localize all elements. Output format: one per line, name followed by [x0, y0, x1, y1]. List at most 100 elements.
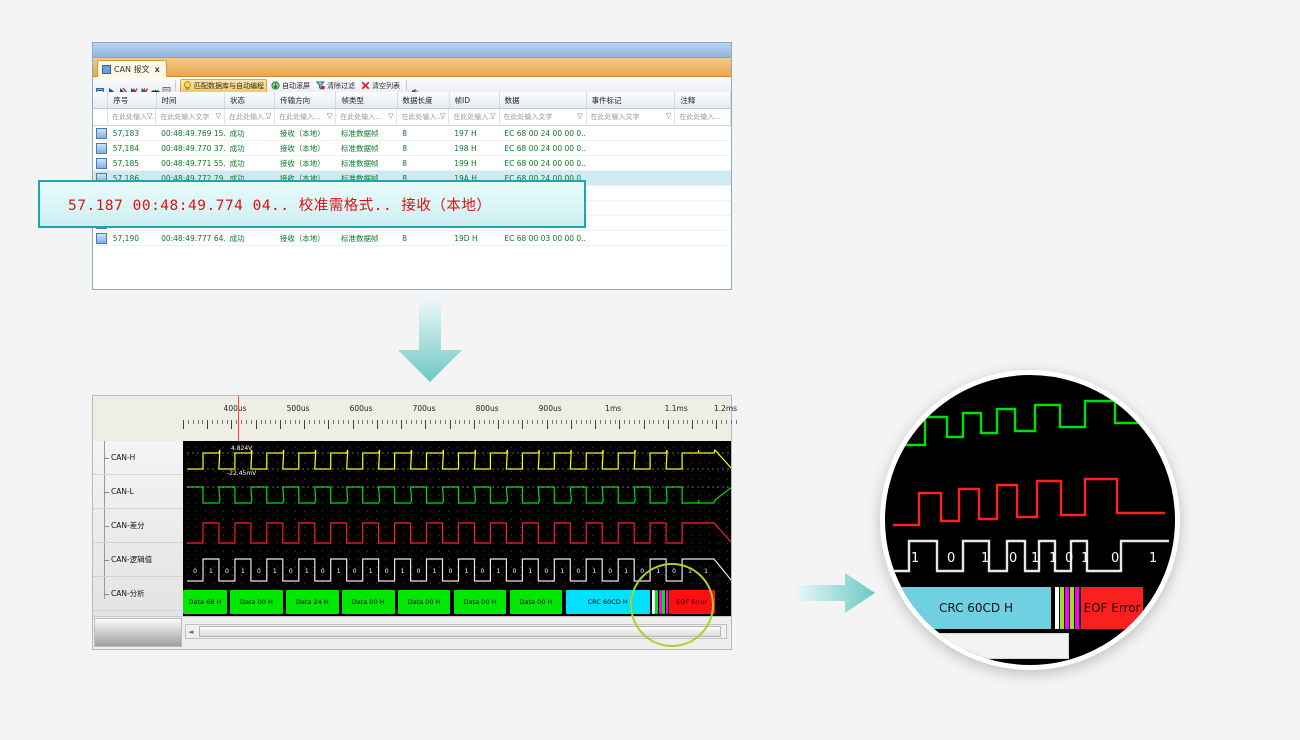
header-frameid[interactable]: 帧ID — [450, 92, 500, 108]
analysis-block[interactable]: Data 00 H — [509, 590, 563, 614]
filter-time[interactable]: 在此处输入文字 ▽ — [156, 109, 225, 125]
tab-can-message[interactable]: CAN 报文 x — [97, 60, 167, 77]
pause-icon[interactable] — [118, 81, 127, 96]
scrollbar-thumb[interactable] — [199, 626, 721, 637]
analysis-block[interactable]: Data 00 H — [341, 590, 395, 614]
header-direction[interactable]: 传输方向 — [275, 92, 337, 108]
funnel-icon[interactable]: ▽ — [665, 112, 672, 120]
analysis-block[interactable]: Data 00 H — [397, 590, 451, 614]
channel-can-l[interactable]: CAN-L — [93, 475, 183, 509]
funnel-icon[interactable]: ▽ — [440, 112, 446, 120]
filter-status[interactable]: 在此处输入... ▽ — [225, 109, 276, 125]
channel-can-logic[interactable]: CAN-逻辑值 — [93, 543, 183, 577]
funnel-icon[interactable]: ▽ — [265, 112, 272, 120]
match-database-button[interactable]: 匹配数据库与自动编程 — [180, 78, 267, 93]
channel-can-h[interactable]: CAN-H — [93, 441, 183, 475]
analysis-block[interactable]: Data 00 H — [453, 590, 507, 614]
time-ruler-ticks — [183, 418, 737, 432]
tick-mark — [677, 420, 679, 424]
table-row[interactable]: 57,185 00:48:49.771 55... 成功 接收（本地） 标准数据帧 8 19… — [93, 156, 731, 171]
filter-event[interactable]: 在此处输入文字 ▽ — [587, 109, 676, 125]
tick-mark — [609, 420, 611, 424]
analysis-block[interactable]: Data 68 H — [183, 590, 227, 614]
funnel-icon[interactable]: ▽ — [388, 112, 394, 120]
magnified-waveform — [891, 399, 1169, 573]
scroll-icon — [271, 81, 280, 90]
list-icon[interactable] — [162, 81, 171, 96]
tick-mark — [289, 420, 291, 424]
svg-text:1: 1 — [624, 568, 628, 575]
row-icon — [93, 157, 108, 169]
header-frametype[interactable]: 帧类型 — [336, 92, 398, 108]
tick-mark — [246, 420, 248, 424]
header-status[interactable]: 状态 — [225, 92, 276, 108]
tick-mark — [726, 420, 728, 424]
channel-label: CAN-逻辑值 — [111, 555, 153, 564]
header-length[interactable]: 数据长度 — [398, 92, 450, 108]
magnified-analysis-block[interactable]: CRC 60CD H — [901, 587, 1051, 629]
header-seq[interactable]: 序号 — [108, 92, 157, 108]
cell-data: EC 68 00 24 00 00 0... — [504, 143, 587, 153]
cell-seq: 57,185 — [112, 158, 139, 168]
filter-length[interactable]: 在此处输入... ▽ — [397, 109, 450, 125]
chevron-left-icon[interactable]: ◄ — [188, 628, 194, 636]
filter-comment[interactable]: 在此处输入... — [675, 109, 731, 125]
channel-can-analysis[interactable]: CAN-分析 — [93, 577, 183, 611]
binocular-icon[interactable] — [151, 81, 160, 95]
tick-mark — [687, 420, 689, 424]
step-icon[interactable] — [140, 81, 149, 96]
tick-mark — [541, 420, 543, 424]
clear-filter-button[interactable]: 清除过滤 — [314, 80, 357, 92]
funnel-icon[interactable]: ▽ — [326, 112, 333, 120]
filter-data[interactable]: 在此处输入文字 ▽ — [500, 109, 587, 125]
funnel-icon[interactable]: ▽ — [215, 112, 221, 120]
funnel-icon[interactable]: ▽ — [490, 112, 496, 120]
channel-can-diff[interactable]: CAN-差分 — [93, 509, 183, 543]
frame-icon — [96, 157, 107, 169]
channel-label: CAN-L — [111, 487, 134, 496]
filter-frameid[interactable]: 在此处输入... ▽ — [449, 109, 500, 125]
svg-text:0: 0 — [608, 568, 612, 575]
auto-scroll-label: 自动滚屏 — [282, 81, 310, 90]
magnified-analysis-block[interactable]: EOF Error — [1081, 587, 1143, 629]
tick-mark — [556, 420, 558, 424]
header-icon[interactable] — [93, 92, 109, 108]
header-comment[interactable]: 注释 — [675, 92, 731, 108]
speaker-icon[interactable] — [411, 81, 420, 95]
filter-frametype[interactable]: 在此处输入... ▽ — [336, 109, 398, 125]
svg-text:0: 0 — [225, 568, 229, 575]
filter-direction[interactable]: 在此处输入... ▽ — [275, 109, 337, 125]
run-icon[interactable] — [107, 81, 116, 95]
stop-icon[interactable] — [129, 81, 138, 96]
funnel-icon[interactable]: ▽ — [147, 112, 153, 120]
cursor-line[interactable] — [238, 396, 239, 441]
time-tick-label: 1ms — [605, 404, 622, 413]
table-row[interactable]: 57,184 00:48:49.770 37... 成功 接收（本地） 标准数据帧 8 19… — [93, 141, 731, 156]
clear-list-button[interactable]: 清空列表 — [359, 80, 402, 92]
analysis-block[interactable]: Data 24 H — [286, 590, 339, 614]
header-event[interactable]: 事件标记 — [587, 92, 676, 108]
close-icon[interactable]: x — [154, 64, 160, 74]
horizontal-scrollbar[interactable]: ◄ — [185, 624, 727, 639]
table-row[interactable]: 57,190 00:48:49.777 64... 成功 接收（本地） 标准数据帧 8 19… — [93, 231, 731, 246]
auto-scroll-button[interactable]: 自动滚屏 — [269, 80, 312, 92]
header-data[interactable]: 数据 — [500, 92, 587, 108]
tick-mark — [212, 420, 214, 424]
filter-seq[interactable]: 在此处输入... ▽ — [108, 109, 157, 125]
tick-mark — [401, 420, 403, 429]
header-time[interactable]: 时间 — [157, 92, 226, 108]
svg-text:0: 0 — [385, 568, 389, 575]
tick-mark — [478, 420, 480, 424]
cell-frameid: 198 H — [454, 143, 477, 153]
scope-grip[interactable] — [94, 618, 182, 647]
svg-text:1: 1 — [496, 568, 500, 575]
funnel-icon[interactable]: ▽ — [577, 112, 583, 120]
analysis-block[interactable]: Data 00 H — [230, 590, 283, 614]
new-window-icon[interactable] — [96, 81, 105, 95]
tick-mark — [648, 420, 650, 424]
tick-mark — [551, 420, 553, 424]
table-row[interactable]: 57,183 00:48:49.769 15... 成功 接收（本地） 标准数据帧 8 19… — [93, 126, 731, 141]
time-tick-label: 1.1ms — [664, 404, 688, 413]
